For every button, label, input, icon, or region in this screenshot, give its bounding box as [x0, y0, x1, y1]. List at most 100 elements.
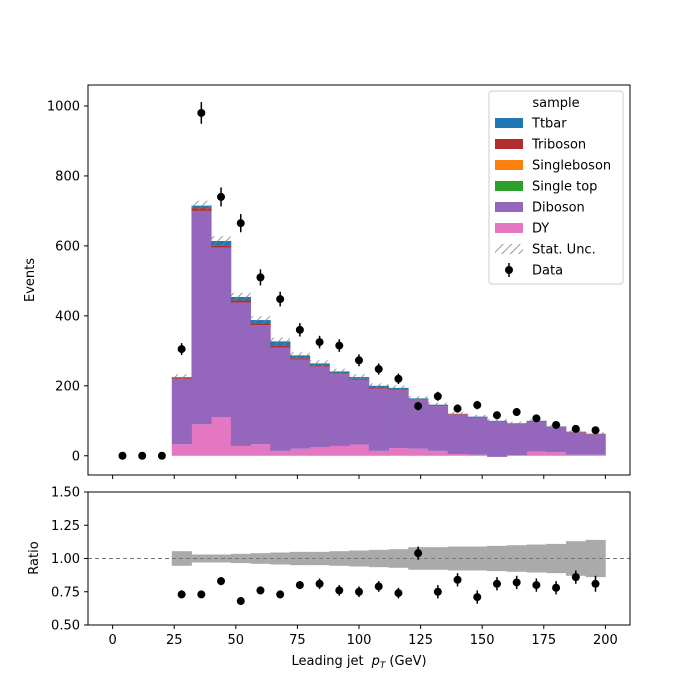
data-point-19: [492, 411, 501, 420]
x-tick-label-8: 200: [593, 633, 618, 648]
ratio-point-17: [512, 578, 521, 587]
bar-diboson-22: [546, 427, 567, 453]
bar-diboson-8: [270, 347, 291, 451]
ratio-point-15: [473, 593, 482, 602]
data-point-13: [374, 365, 383, 374]
data-point-4: [197, 108, 206, 117]
x-axis-label-text: Leading jet: [291, 654, 363, 669]
data-point-24: [591, 426, 600, 435]
legend-swatch-data: [505, 266, 513, 274]
legend-label-stat-unc: Stat. Unc.: [532, 243, 596, 258]
data-point-16: [433, 392, 442, 401]
stat-unc-13: [368, 383, 389, 389]
bar-diboson-18: [467, 417, 488, 455]
x-tick-label-4: 100: [347, 633, 372, 648]
bar-dy-16: [427, 450, 449, 456]
bar-diboson-4: [191, 210, 212, 425]
stat-unc-4: [191, 200, 212, 211]
bar-triboson-9: [290, 358, 311, 360]
data-point-2: [157, 451, 166, 460]
data-point-21: [532, 414, 541, 423]
ratio-band-4: [250, 553, 271, 564]
bar-diboson-19: [487, 421, 508, 457]
data-point-8: [276, 295, 285, 304]
main-panel: 0 200 400 600 800 1000: [47, 84, 631, 479]
ratio-point-13: [433, 587, 442, 596]
legend-label-single-top: Single top: [532, 180, 597, 195]
bar-dy-3: [171, 444, 192, 456]
bar-dy-8: [270, 450, 291, 456]
data-point-17: [453, 404, 462, 413]
bar-diboson-9: [290, 359, 311, 449]
legend-swatch-triboson: [495, 139, 523, 149]
legend-swatch-singleboson: [495, 160, 523, 170]
data-point-14: [394, 374, 403, 383]
bar-triboson-6: [230, 300, 251, 303]
ratio-point-11: [394, 589, 403, 598]
bar-diboson-3: [171, 378, 192, 445]
stat-unc-17: [447, 411, 468, 416]
bar-diboson-23: [565, 432, 587, 455]
stat-unc-19: [487, 419, 507, 423]
ratio-point-1: [197, 590, 206, 599]
y-tick-label-5: 1000: [47, 99, 80, 114]
bar-triboson-7: [250, 323, 271, 326]
stat-unc-16: [427, 402, 448, 407]
x-tick-label-6: 150: [470, 633, 495, 648]
ratio-y-tick-label-1: 0.75: [51, 585, 80, 600]
stat-unc-9: [290, 352, 310, 359]
bar-diboson-11: [329, 374, 350, 446]
legend: sample Ttbar Triboson Singleboson Single top…: [488, 90, 624, 285]
bar-dy-4: [191, 424, 212, 456]
ratio-point-18: [532, 581, 541, 590]
ratio-point-8: [335, 586, 344, 595]
stat-unc-5: [211, 236, 231, 246]
data-point-6: [236, 219, 245, 228]
bar-diboson-15: [408, 399, 429, 449]
stat-unc-8: [270, 337, 291, 346]
bar-dy-17: [447, 454, 468, 456]
ratio-y-tick-label-4: 1.50: [51, 486, 80, 501]
x-tick-label-0: 0: [108, 633, 116, 648]
data-point-0: [118, 451, 127, 460]
x-tick-label-1: 25: [166, 633, 183, 648]
bar-dy-18: [467, 454, 488, 456]
bar-diboson-17: [447, 414, 468, 455]
bar-triboson-5: [211, 245, 232, 248]
bar-triboson-8: [270, 345, 291, 348]
x-axis-label: Leading jet pT (GeV): [291, 654, 426, 671]
data-point-22: [552, 420, 561, 429]
bar-diboson-12: [349, 379, 370, 445]
ratio-point-9: [355, 587, 363, 596]
x-tick-label-7: 175: [531, 633, 556, 648]
legend-title: sample: [532, 96, 579, 111]
stat-unc-3: [171, 374, 192, 380]
ratio-band-20: [565, 541, 587, 576]
bar-dy-12: [349, 444, 370, 456]
ratio-point-10: [374, 582, 383, 591]
ratio-point-19: [552, 583, 561, 592]
bar-diboson-13: [368, 388, 389, 451]
ratio-point-20: [571, 573, 580, 582]
data-point-23: [571, 424, 580, 433]
bar-dy-15: [408, 448, 429, 456]
legend-label-diboson: Diboson: [532, 201, 585, 216]
data-point-12: [355, 356, 363, 365]
data-point-15: [414, 402, 423, 411]
stat-unc-18: [467, 414, 488, 419]
bar-diboson-5: [211, 247, 232, 418]
bar-diboson-16: [427, 406, 449, 451]
y-tick-label-0: 0: [72, 449, 80, 464]
ratio-band-3: [230, 553, 251, 564]
y-tick-label-3: 600: [55, 239, 80, 254]
bar-diboson-10: [309, 366, 330, 448]
data-point-5: [217, 192, 226, 201]
stat-unc-20: [506, 421, 527, 425]
stat-unc-14: [388, 385, 409, 391]
data-point-3: [177, 345, 186, 354]
data-point-18: [473, 401, 482, 410]
y-tick-label-4: 800: [55, 169, 80, 184]
x-axis-label-var: p: [371, 654, 380, 669]
bar-diboson-7: [250, 325, 271, 445]
ratio-point-0: [177, 590, 186, 599]
